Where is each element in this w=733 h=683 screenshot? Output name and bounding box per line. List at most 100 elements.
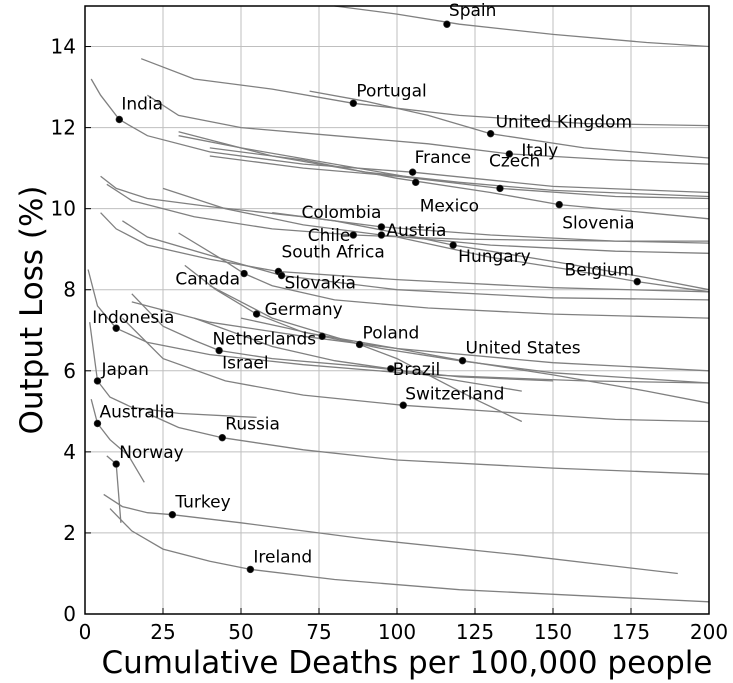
point-label: Mexico xyxy=(420,196,479,216)
series-line xyxy=(334,5,710,48)
point-label: United Kingdom xyxy=(496,113,632,133)
point-label: Canada xyxy=(175,270,240,290)
point-label: Israel xyxy=(222,354,268,374)
point-label: Ireland xyxy=(253,547,312,567)
series-line xyxy=(131,293,554,382)
series-line xyxy=(90,78,710,194)
x-tick-label: 175 xyxy=(612,620,650,644)
x-tick-label: 25 xyxy=(150,620,175,644)
data-point xyxy=(218,433,226,442)
point-label: France xyxy=(415,148,472,168)
data-point xyxy=(408,168,417,176)
point-label: South Africa xyxy=(281,242,384,262)
data-point xyxy=(505,150,514,158)
x-tick-label: 0 xyxy=(79,620,92,644)
series-line xyxy=(178,232,710,319)
series-line xyxy=(131,301,710,404)
data-point xyxy=(633,277,641,286)
series-line xyxy=(396,236,710,293)
data-point xyxy=(555,200,563,209)
y-tick-label: 12 xyxy=(51,116,76,140)
series-line xyxy=(89,322,257,419)
data-point xyxy=(377,223,386,231)
point-label: Italy xyxy=(521,141,558,161)
series-line xyxy=(109,508,710,603)
series-line xyxy=(121,317,710,423)
data-point xyxy=(240,269,248,278)
point-label: Hungary xyxy=(458,247,531,267)
x-tick-label: 200 xyxy=(690,620,728,644)
point-label: Turkey xyxy=(174,493,230,513)
point-label: Austria xyxy=(386,221,446,241)
y-tick-label: 2 xyxy=(63,521,76,545)
series-line xyxy=(240,317,710,384)
point-label: Brazil xyxy=(393,360,440,380)
x-tick-label: 100 xyxy=(378,620,416,644)
x-tick-label: 150 xyxy=(534,620,572,644)
data-point xyxy=(458,356,467,365)
y-tick-label: 8 xyxy=(63,278,76,302)
data-point xyxy=(355,340,364,349)
data-point xyxy=(93,377,102,385)
point-label: India xyxy=(121,94,163,114)
data-point xyxy=(246,565,255,574)
point-label: Belgium xyxy=(565,261,635,281)
series-line xyxy=(178,135,416,179)
series-line xyxy=(209,147,710,220)
point-label: Chile xyxy=(308,226,351,246)
x-axis-title: Cumulative Deaths per 100,000 people xyxy=(101,645,712,681)
series-line xyxy=(103,493,678,575)
data-points xyxy=(93,20,641,574)
data-point xyxy=(486,129,495,138)
series-line xyxy=(90,399,145,483)
series-line xyxy=(193,317,522,392)
point-label: Slovakia xyxy=(285,274,356,294)
point-label: Czech xyxy=(489,151,540,171)
data-point xyxy=(349,99,358,107)
data-point xyxy=(377,231,386,239)
point-label: Switzerland xyxy=(405,384,504,404)
point-label: Australia xyxy=(99,402,174,422)
point-label: Indonesia xyxy=(92,308,174,328)
series-line xyxy=(106,183,709,242)
point-label: Germany xyxy=(265,300,343,320)
y-tick-label: 4 xyxy=(63,440,76,464)
point-label: Spain xyxy=(449,1,497,21)
point-labels: Spain Portugal India United Kingdom Italy Fra… xyxy=(92,1,634,567)
x-tick-label: 75 xyxy=(306,620,331,644)
point-label: Russia xyxy=(225,415,280,435)
data-point xyxy=(349,231,358,239)
point-label: Slovenia xyxy=(562,214,634,234)
data-point xyxy=(277,271,286,280)
data-point xyxy=(496,184,504,193)
y-tick-label: 0 xyxy=(63,602,76,626)
y-tick-label: 14 xyxy=(51,35,76,59)
data-point xyxy=(112,324,120,332)
point-label: Norway xyxy=(119,443,184,463)
series-line xyxy=(209,285,523,423)
point-label: Netherlands xyxy=(212,329,316,349)
point-label: Portugal xyxy=(356,81,426,101)
x-tick-label: 50 xyxy=(228,620,253,644)
data-point xyxy=(449,241,457,249)
data-point xyxy=(252,310,261,318)
data-point xyxy=(443,20,451,28)
data-point xyxy=(318,332,326,341)
point-label: United States xyxy=(466,339,581,359)
series-line xyxy=(309,90,710,159)
data-point xyxy=(387,365,395,373)
y-axis-title: Output Loss (%) xyxy=(14,185,50,434)
axis-ticks: 0 25 50 75 100 125 150 175 200 0 2 4 6 8 10 12 14 xyxy=(51,35,729,644)
series-line xyxy=(147,412,710,475)
y-tick-label: 6 xyxy=(63,359,76,383)
point-label: Japan xyxy=(100,360,148,380)
series-line xyxy=(87,269,710,384)
point-label: Poland xyxy=(363,323,420,343)
series-line xyxy=(209,155,710,200)
data-point xyxy=(412,178,420,187)
series-curves xyxy=(87,5,710,603)
data-point xyxy=(112,460,120,468)
x-tick-label: 125 xyxy=(456,620,494,644)
point-label: Colombia xyxy=(302,203,382,223)
